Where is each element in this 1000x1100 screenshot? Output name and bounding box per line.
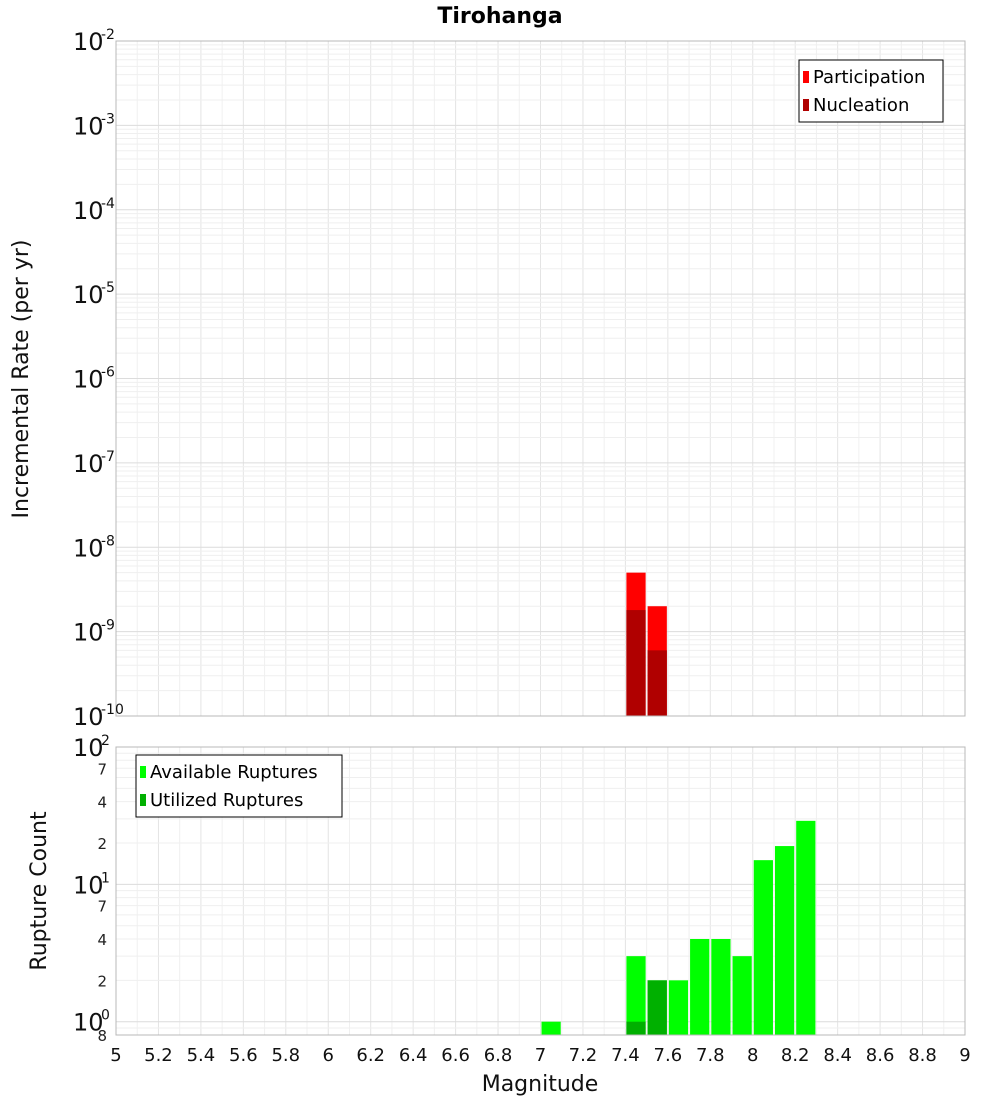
y-tick-label: 10	[73, 703, 104, 731]
y-tick-label-exponent: 2	[101, 733, 110, 749]
bar	[626, 1021, 646, 1035]
y-tick-label-exponent: -9	[101, 618, 115, 634]
y-tick-label-exponent: -2	[101, 27, 115, 43]
bar	[753, 860, 773, 1035]
y-tick-label: 10	[73, 112, 104, 140]
x-tick-label: 8.6	[866, 1045, 895, 1066]
bar	[626, 610, 646, 716]
y-tick-label-exponent: -7	[101, 449, 115, 465]
x-tick-label: 6.6	[441, 1045, 470, 1066]
legend-label: Participation	[813, 67, 925, 88]
y-tick-label-exponent: -3	[101, 111, 115, 127]
legend-box	[798, 59, 944, 123]
y-tick-label: 10	[73, 1009, 104, 1037]
bar	[668, 980, 689, 1035]
y-tick-label-exponent: 1	[101, 870, 110, 886]
top-grid	[115, 40, 966, 717]
bar	[626, 956, 646, 1035]
top-y-axis-label: Incremental Rate (per yr)	[9, 240, 34, 519]
x-tick-label: 6	[323, 1045, 334, 1066]
y-tick-label: 10	[73, 197, 104, 225]
y-tick-label-exponent: -5	[101, 280, 115, 296]
y-minor-tick-label: 2	[97, 972, 107, 990]
top-y-tick-labels: 10-210-310-410-510-610-710-810-910-10	[73, 27, 124, 731]
bar	[796, 820, 816, 1035]
x-tick-label: 5.6	[229, 1045, 258, 1066]
legend-label: Available Ruptures	[150, 762, 318, 783]
top-bars	[626, 572, 667, 716]
top-panel: 10-210-310-410-510-610-710-810-910-10 In…	[9, 27, 966, 731]
legend-swatch	[803, 71, 809, 83]
x-tick-label: 9	[959, 1045, 970, 1066]
x-tick-label: 7.4	[611, 1045, 640, 1066]
y-minor-tick-label: 7	[97, 898, 107, 916]
legend-label: Nucleation	[813, 95, 909, 116]
bottom-bars	[541, 820, 816, 1035]
bar	[541, 1021, 561, 1035]
legend-swatch	[803, 99, 809, 111]
x-tick-label: 7.2	[569, 1045, 598, 1066]
x-tick-label: 7	[535, 1045, 546, 1066]
bar	[690, 939, 710, 1035]
x-tick-label: 5.4	[187, 1045, 216, 1066]
y-tick-label: 10	[73, 366, 104, 394]
bar	[647, 980, 667, 1035]
bar	[774, 846, 795, 1035]
x-axis-label: Magnitude	[482, 1072, 599, 1097]
x-tick-label: 6.2	[356, 1045, 385, 1066]
y-minor-tick-label: 4	[97, 794, 107, 812]
y-tick-label: 10	[73, 871, 104, 899]
top-legend: Participation Nucleation	[798, 59, 944, 123]
y-minor-tick-label: 2	[97, 835, 107, 853]
x-tick-label: 7.8	[696, 1045, 725, 1066]
y-tick-label-exponent: 0	[101, 1008, 110, 1024]
bar	[711, 939, 731, 1035]
y-tick-label: 10	[73, 28, 104, 56]
y-tick-label-exponent: -4	[101, 196, 115, 212]
bottom-plot-border	[115, 746, 966, 1036]
x-tick-labels: 5 5.2 5.4 5.6 5.8 6 6.2 6.4 6.6 6.8 7 7.2 7.4 7.6 7.8 8…	[110, 1045, 970, 1066]
bar	[647, 650, 667, 716]
x-tick-label: 8	[747, 1045, 758, 1066]
x-tick-label: 8.2	[781, 1045, 810, 1066]
y-tick-label-exponent: -6	[101, 365, 115, 381]
x-tick-label: 5	[110, 1045, 121, 1066]
x-tick-label: 5.2	[144, 1045, 173, 1066]
y-tick-label: 10	[73, 534, 104, 562]
legend-box	[135, 754, 343, 818]
chart-title: Tirohanga	[437, 4, 562, 29]
x-tick-label: 5.8	[271, 1045, 300, 1066]
legend-swatch	[140, 794, 146, 806]
legend-label: Utilized Ruptures	[150, 790, 303, 811]
y-minor-tick-label: 4	[97, 931, 107, 949]
top-plot-border	[115, 40, 966, 717]
y-tick-label: 10	[73, 619, 104, 647]
y-tick-label: 10	[73, 734, 104, 762]
bar	[732, 956, 752, 1035]
y-tick-label: 10	[73, 450, 104, 478]
y-minor-tick-label: 8	[97, 1027, 107, 1045]
x-tick-label: 8.8	[908, 1045, 937, 1066]
y-minor-tick-label: 7	[97, 760, 107, 778]
y-tick-label: 10	[73, 281, 104, 309]
x-tick-label: 6.8	[484, 1045, 513, 1066]
legend-swatch	[140, 766, 146, 778]
y-tick-label-exponent: -8	[101, 533, 115, 549]
x-tick-label: 8.4	[823, 1045, 852, 1066]
x-tick-label: 7.6	[654, 1045, 683, 1066]
bottom-legend: Available Ruptures Utilized Ruptures	[135, 754, 343, 818]
bottom-y-axis-label: Rupture Count	[27, 811, 52, 971]
y-tick-label-exponent: -10	[101, 702, 124, 718]
x-tick-label: 6.4	[399, 1045, 428, 1066]
